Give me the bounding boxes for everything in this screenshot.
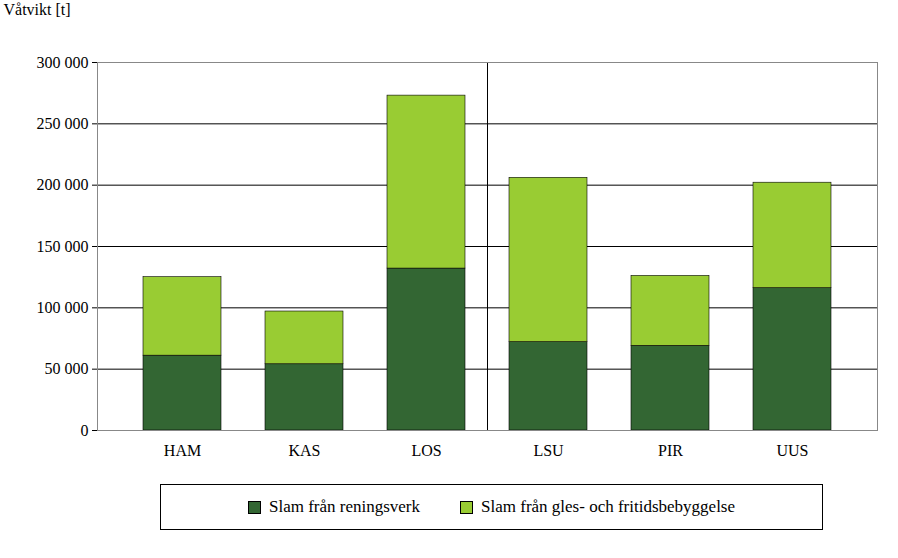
svg-text:50 000: 50 000 (45, 360, 89, 377)
svg-text:KAS: KAS (288, 442, 320, 459)
svg-text:UUS: UUS (776, 442, 808, 459)
svg-text:150 000: 150 000 (37, 238, 89, 255)
svg-text:PIR: PIR (658, 442, 683, 459)
html-text:Slam från reningsverk: Slam från reningsverk (269, 497, 420, 516)
svg-text:100 000: 100 000 (37, 299, 89, 316)
svg-text:200 000: 200 000 (37, 176, 89, 193)
svg-text:250 000: 250 000 (37, 115, 89, 132)
svg-text:LOS: LOS (411, 442, 441, 459)
svg-text:HAM: HAM (164, 442, 201, 459)
svg-text:0: 0 (81, 422, 89, 439)
svg-text:300 000: 300 000 (37, 54, 89, 71)
svg-text:Våtvikt [t]: Våtvikt [t] (4, 1, 71, 18)
svg-text:LSU: LSU (533, 442, 564, 459)
html-text:Slam från gles- och fritidsbeb: Slam från gles- och fritidsbebyggelse (481, 497, 735, 516)
